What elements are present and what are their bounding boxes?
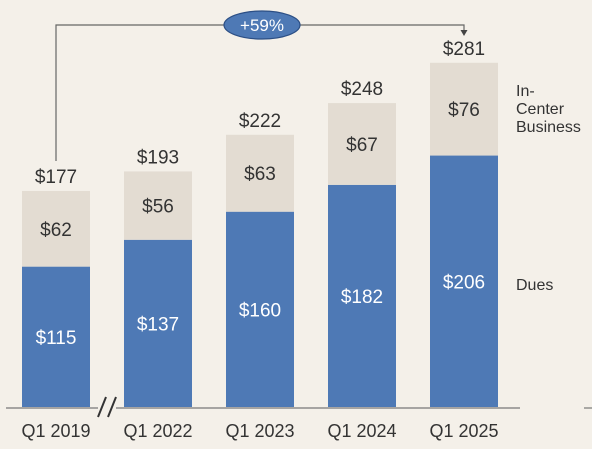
data-label-in-center-4: $76	[448, 100, 480, 121]
bar-dues-4	[430, 155, 498, 407]
legend-in-center-line-0: In-	[516, 83, 535, 100]
data-label-in-center-2: $63	[244, 164, 276, 185]
annotation-label: +59%	[240, 16, 284, 35]
total-label-4: $281	[443, 39, 485, 60]
labels-group: $115 $62 $177 $137 $56 $193 $160 $63 $222 $182 $67…	[35, 39, 485, 349]
data-label-in-center-1: $56	[142, 197, 174, 218]
bar-dues-0	[22, 266, 90, 407]
legend-dues: Dues	[516, 277, 553, 294]
annotation-pill	[223, 10, 301, 40]
total-label-3: $248	[341, 79, 383, 100]
data-label-in-center-3: $67	[346, 135, 378, 156]
data-label-dues-2: $160	[239, 300, 281, 321]
data-label-dues-0: $115	[36, 328, 77, 349]
data-label-dues-1: $137	[137, 314, 179, 335]
legend-in-center-line-2: Business	[516, 119, 581, 136]
x-tick-label-4: Q1 2025	[429, 421, 498, 441]
total-label-2: $222	[239, 111, 281, 132]
bar-in-center-2	[226, 134, 294, 212]
bars-group	[22, 62, 498, 407]
x-tick-label-3: Q1 2024	[327, 421, 396, 441]
x-axis: Q1 2019 Q1 2022 Q1 2023 Q1 2024 Q1 2025	[6, 395, 592, 441]
axis-break-slash-2	[107, 396, 117, 418]
bar-dues-1	[124, 239, 192, 407]
total-label-0: $177	[35, 167, 77, 188]
bar-in-center-0	[22, 190, 90, 267]
bar-dues-2	[226, 211, 294, 407]
legend-in-center-line-1: Center	[516, 101, 565, 118]
x-tick-label-0: Q1 2019	[21, 421, 90, 441]
bar-dues-3	[328, 184, 396, 407]
x-tick-label-2: Q1 2023	[225, 421, 294, 441]
data-label-dues-3: $182	[341, 287, 383, 308]
data-label-in-center-0: $62	[40, 220, 72, 241]
bar-in-center-4	[430, 62, 498, 156]
axis-break-slash-1	[97, 396, 107, 418]
data-label-dues-4: $206	[443, 272, 485, 293]
growth-annotation: +59%	[55, 10, 468, 161]
annotation-arrowhead	[460, 30, 468, 36]
total-label-1: $193	[137, 147, 179, 168]
bar-in-center-1	[124, 171, 192, 240]
axis-break-gap	[98, 395, 116, 419]
x-tick-label-1: Q1 2022	[123, 421, 192, 441]
bar-in-center-3	[328, 103, 396, 185]
